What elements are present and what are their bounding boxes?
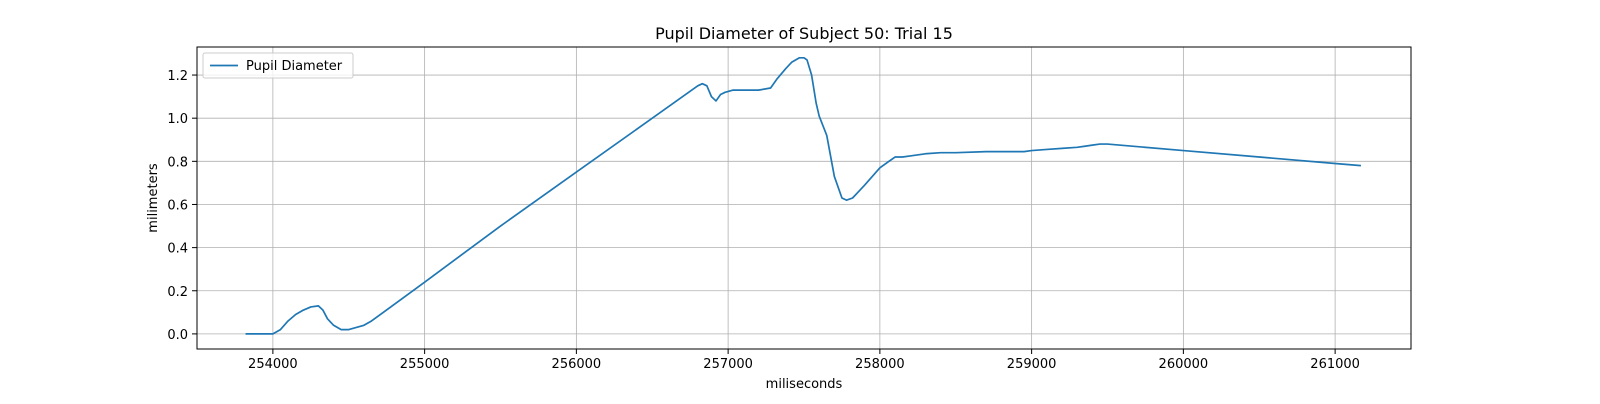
y-tick-label: 1.2 [167, 69, 188, 84]
x-tick-label: 256000 [552, 357, 602, 372]
x-tick-label: 260000 [1159, 357, 1209, 372]
legend: Pupil Diameter [202, 52, 354, 79]
x-axis-title: miliseconds [766, 377, 843, 392]
y-tick-label: 0.4 [167, 242, 188, 257]
grid [197, 47, 1411, 349]
x-tick-label: 254000 [248, 357, 298, 372]
y-tick-label: 0.8 [167, 155, 188, 170]
plot-frame [196, 46, 1412, 350]
x-tick-label: 258000 [855, 357, 905, 372]
y-axis-title: milimeters [146, 163, 161, 233]
y-tick-label: 0.0 [167, 328, 188, 343]
ticks: 254000 255000 256000 257000 258000 259000 2600… [167, 69, 1360, 372]
x-tick-label: 261000 [1310, 357, 1360, 372]
legend-box [202, 52, 354, 79]
x-tick-label: 255000 [400, 357, 450, 372]
chart-title: Pupil Diameter of Subject 50: Trial 15 [655, 24, 953, 43]
x-tick-label: 257000 [703, 357, 753, 372]
series-line-pupil-diameter [245, 56, 1361, 335]
x-tick-label: 259000 [1007, 357, 1057, 372]
y-tick-label: 1.0 [167, 112, 188, 127]
legend-label-pupil-diameter: Pupil Diameter [246, 59, 343, 74]
y-tick-label: 0.6 [167, 198, 188, 213]
y-tick-label: 0.2 [167, 285, 188, 300]
